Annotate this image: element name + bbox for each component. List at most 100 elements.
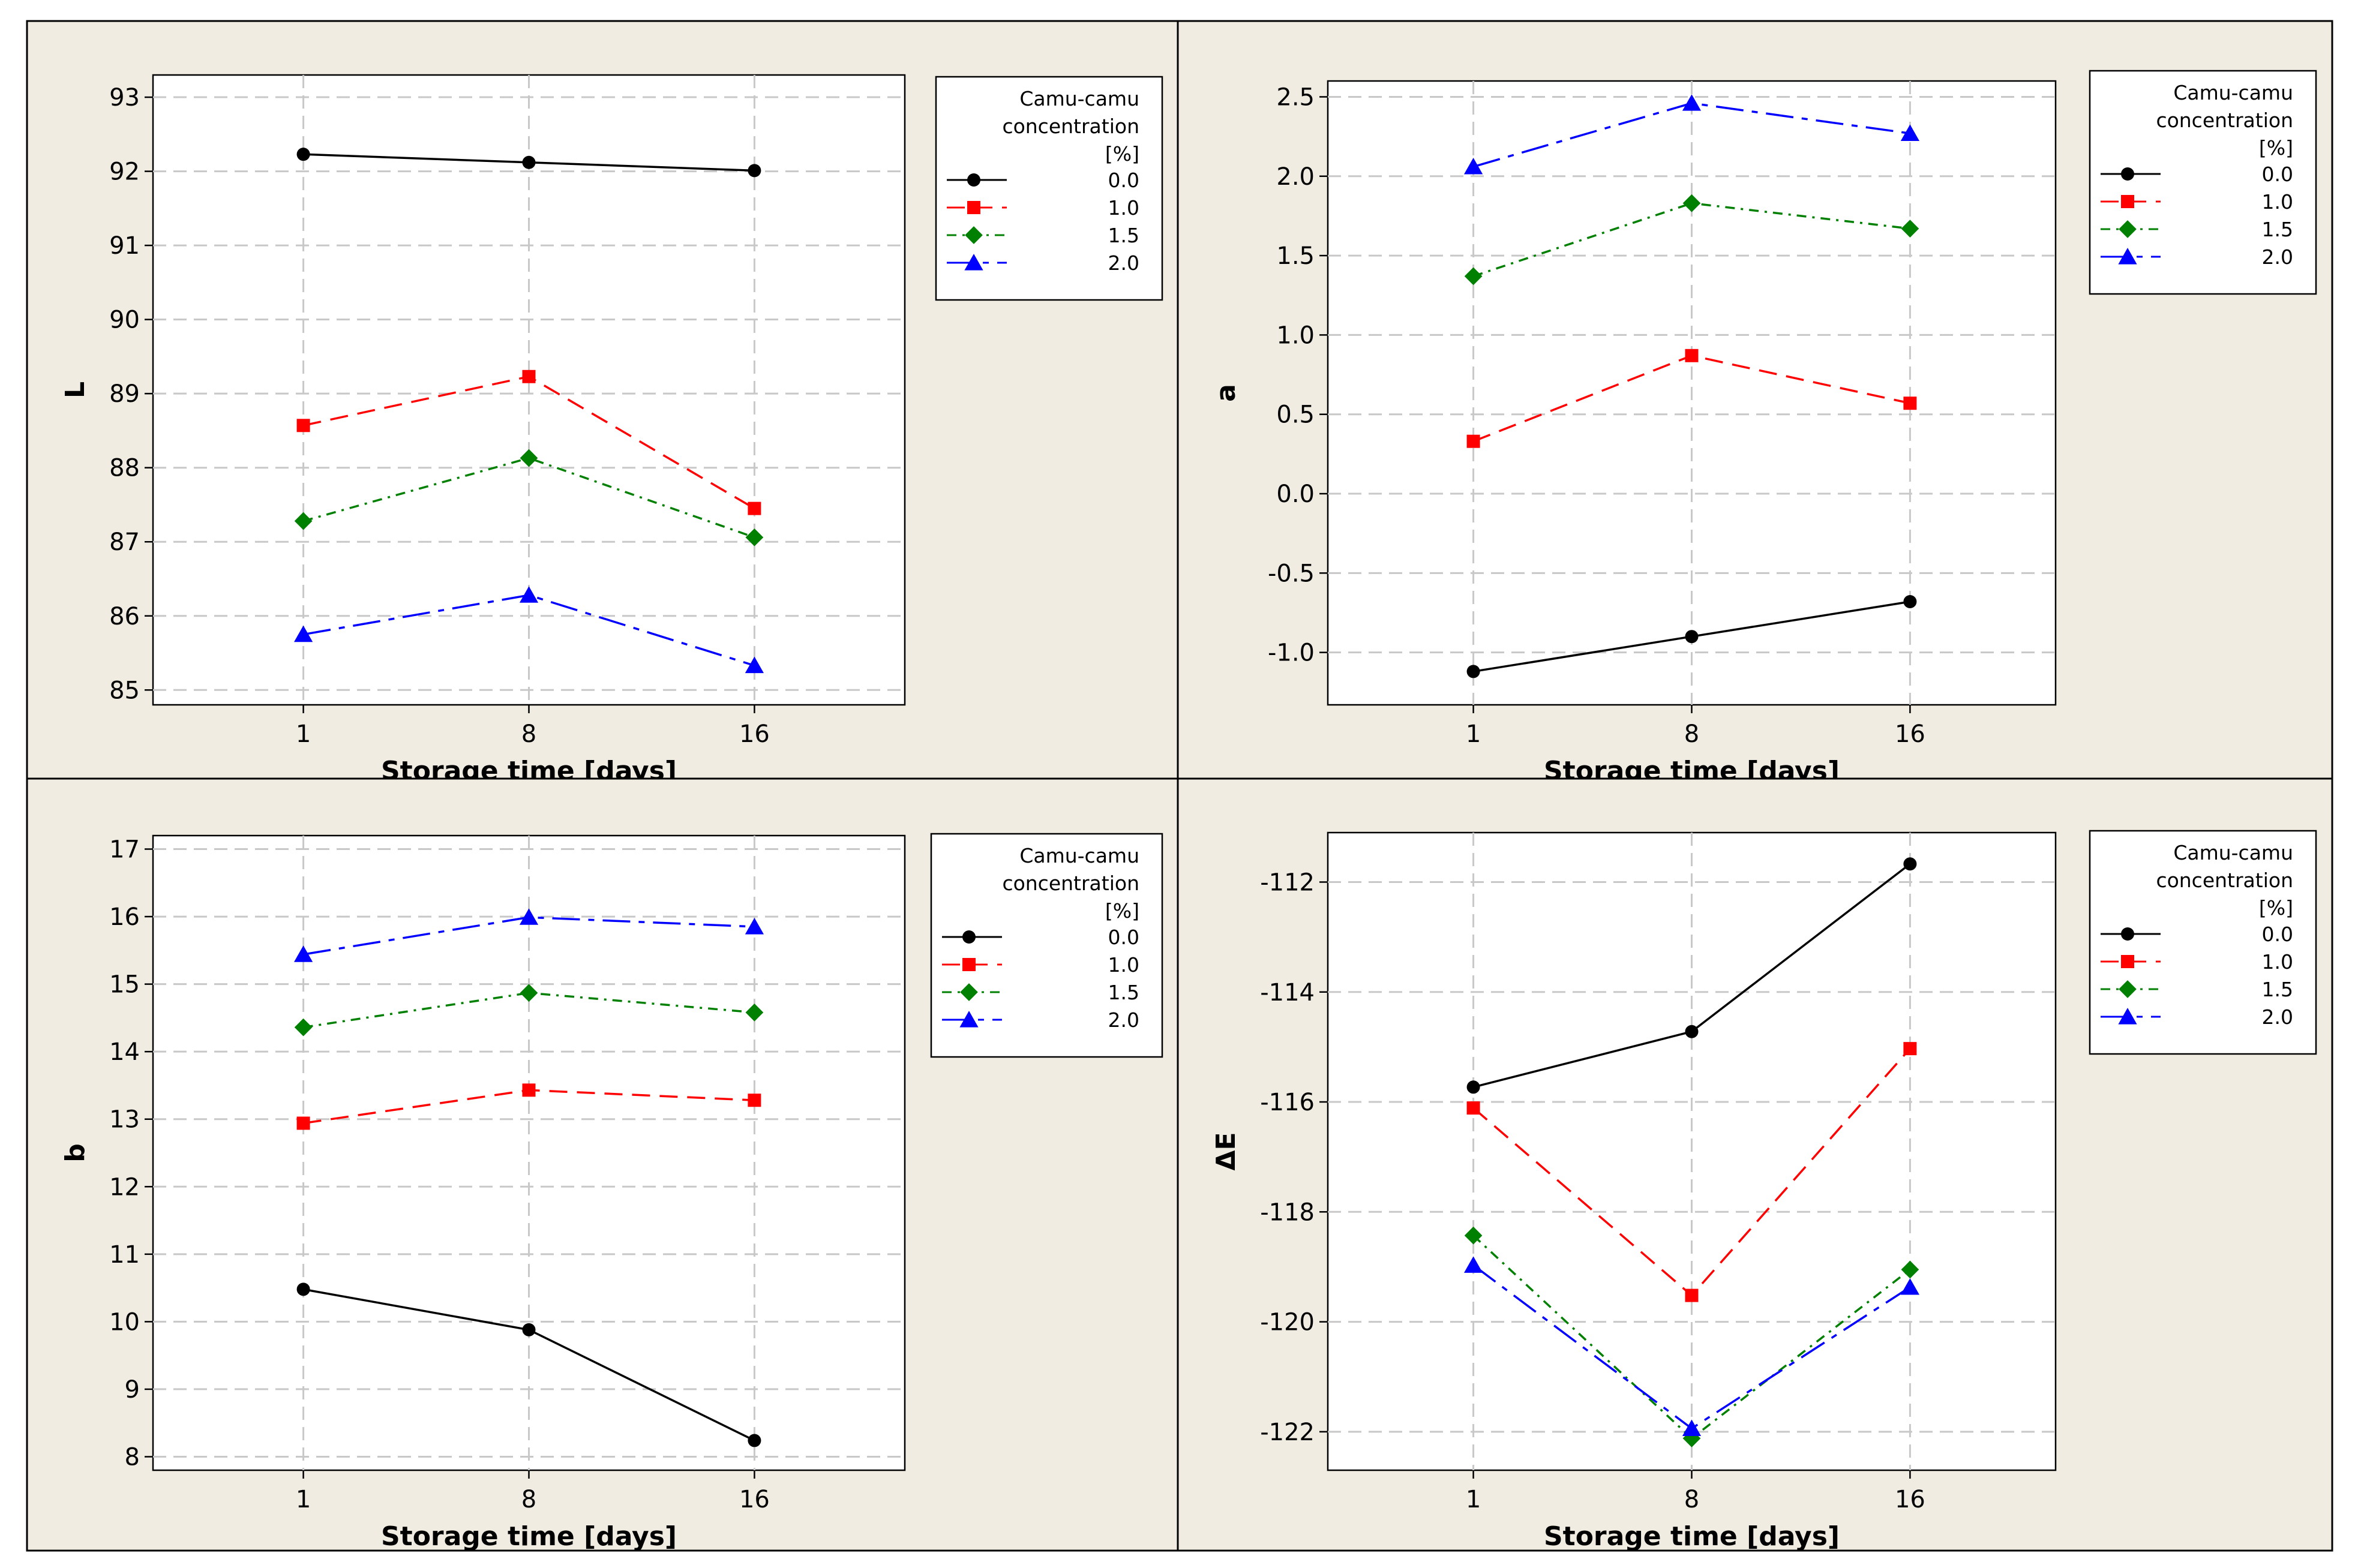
y-tick-label: 17 xyxy=(109,836,140,864)
y-tick-label: 0.0 xyxy=(1276,480,1315,508)
y-axis-label: L xyxy=(60,382,91,398)
x-tick-label: 1 xyxy=(296,1486,311,1513)
y-tick-label: 14 xyxy=(109,1038,140,1066)
data-point xyxy=(1903,594,1917,608)
y-axis-label: a xyxy=(1211,384,1241,402)
y-tick-label: 13 xyxy=(109,1106,140,1134)
data-point xyxy=(1466,434,1480,448)
legend-entry-label: 2.0 xyxy=(1108,251,1139,275)
data-point xyxy=(1682,1419,1702,1436)
legend-entry-label: 2.0 xyxy=(2262,245,2293,269)
y-tick-label: 8 xyxy=(125,1443,140,1471)
data-point xyxy=(294,625,313,642)
data-point xyxy=(748,501,761,515)
data-point xyxy=(1466,665,1480,678)
y-tick-label: -122 xyxy=(1260,1419,1315,1446)
legend-entry-label: 1.0 xyxy=(2262,950,2293,974)
legend-marker xyxy=(965,226,983,244)
data-point xyxy=(520,984,538,1002)
data-point xyxy=(1685,630,1699,644)
y-tick-label: -0.5 xyxy=(1268,560,1315,587)
data-point xyxy=(520,449,538,467)
legend: Camu-camu concentration [%] 0.0 1.0 1.5 2.0 xyxy=(2089,70,2317,295)
series-1.0 xyxy=(296,370,761,515)
y-tick-label: 1.5 xyxy=(1276,242,1315,270)
data-point xyxy=(522,155,536,169)
data-point xyxy=(748,164,761,178)
y-tick-label: 88 xyxy=(109,455,140,482)
y-tick-label: 15 xyxy=(109,971,140,999)
legend-entry-label: 1.5 xyxy=(2262,218,2293,241)
legend-title: concentration xyxy=(1002,872,1139,895)
series-1.0 xyxy=(1466,1042,1917,1302)
series-line xyxy=(303,992,755,1029)
legend-marker xyxy=(959,1011,979,1028)
legend-marker xyxy=(960,983,978,1001)
series-line xyxy=(303,456,755,539)
series-0.0 xyxy=(1466,594,1917,678)
x-tick-label: 8 xyxy=(1684,1486,1699,1513)
data-point xyxy=(1901,220,1919,238)
y-tick-label: 2.0 xyxy=(1276,163,1315,191)
legend-entry-label: 1.5 xyxy=(2262,978,2293,1001)
legend-title: Camu-camu xyxy=(2173,841,2293,864)
legend-title: Camu-camu xyxy=(1019,844,1139,867)
data-point xyxy=(745,918,764,935)
y-axis-label: ΔE xyxy=(1211,1132,1241,1170)
series-2.0 xyxy=(1464,94,1919,175)
legend-marker xyxy=(962,930,976,944)
legend-entry-label: 0.0 xyxy=(1108,169,1139,192)
data-point xyxy=(1464,158,1483,175)
series-1.5 xyxy=(1464,194,1919,286)
y-tick-label: -120 xyxy=(1260,1309,1315,1336)
y-tick-label: -112 xyxy=(1260,869,1315,896)
series-1.5 xyxy=(294,984,764,1037)
legend-marker xyxy=(2121,167,2134,181)
data-point xyxy=(748,1094,761,1107)
y-tick-label: -114 xyxy=(1260,979,1315,1007)
legend-entry-label: 1.0 xyxy=(2262,190,2293,214)
legend-entry-label: 1.0 xyxy=(1108,196,1139,220)
y-tick-label: 93 xyxy=(109,84,140,112)
series-1.0 xyxy=(296,1083,761,1130)
data-point xyxy=(294,1018,313,1037)
data-point xyxy=(1682,194,1701,212)
legend-entry-label: 0.0 xyxy=(2262,923,2293,946)
legend-marker xyxy=(967,201,980,214)
y-tick-label: 91 xyxy=(109,232,140,260)
y-tick-label: 86 xyxy=(109,603,140,630)
data-point xyxy=(522,370,536,383)
y-tick-label: 11 xyxy=(109,1241,140,1269)
data-point xyxy=(1903,1042,1917,1056)
data-point xyxy=(745,656,764,674)
data-point xyxy=(1903,857,1917,871)
x-tick-label: 16 xyxy=(739,1486,770,1513)
data-point xyxy=(748,1434,761,1447)
legend-entry-label: 1.5 xyxy=(1108,224,1139,247)
data-point xyxy=(1682,94,1702,111)
series-2.0 xyxy=(294,908,764,962)
legend-title: concentration xyxy=(1002,115,1139,138)
data-point xyxy=(294,945,313,962)
y-tick-label: -118 xyxy=(1260,1198,1315,1226)
legend-title: concentration xyxy=(2156,869,2293,892)
x-tick-label: 8 xyxy=(521,720,536,748)
x-tick-label: 1 xyxy=(1466,720,1481,748)
legend-marker xyxy=(962,958,976,971)
legend-marker xyxy=(2121,195,2134,208)
legend-title: concentration xyxy=(2156,109,2293,132)
legend-entry-label: 2.0 xyxy=(2262,1005,2293,1029)
legend-entry-label: 2.0 xyxy=(1108,1008,1139,1032)
chart-panel-4: -122 -120 -118 -116 -114 -112 1 8 16 Storage time… xyxy=(1177,777,2333,1552)
x-tick-label: 1 xyxy=(1466,1486,1481,1513)
legend-entry-label: 1.5 xyxy=(1108,981,1139,1004)
legend-title: Camu-camu xyxy=(1019,87,1139,110)
y-tick-label: 1.0 xyxy=(1276,322,1315,349)
legend-marker xyxy=(2118,248,2137,265)
series-1.5 xyxy=(294,449,764,546)
data-point xyxy=(745,528,764,546)
x-axis-label: Storage time [days] xyxy=(381,1521,677,1552)
x-tick-label: 1 xyxy=(296,720,311,748)
y-tick-label: 92 xyxy=(109,158,140,186)
